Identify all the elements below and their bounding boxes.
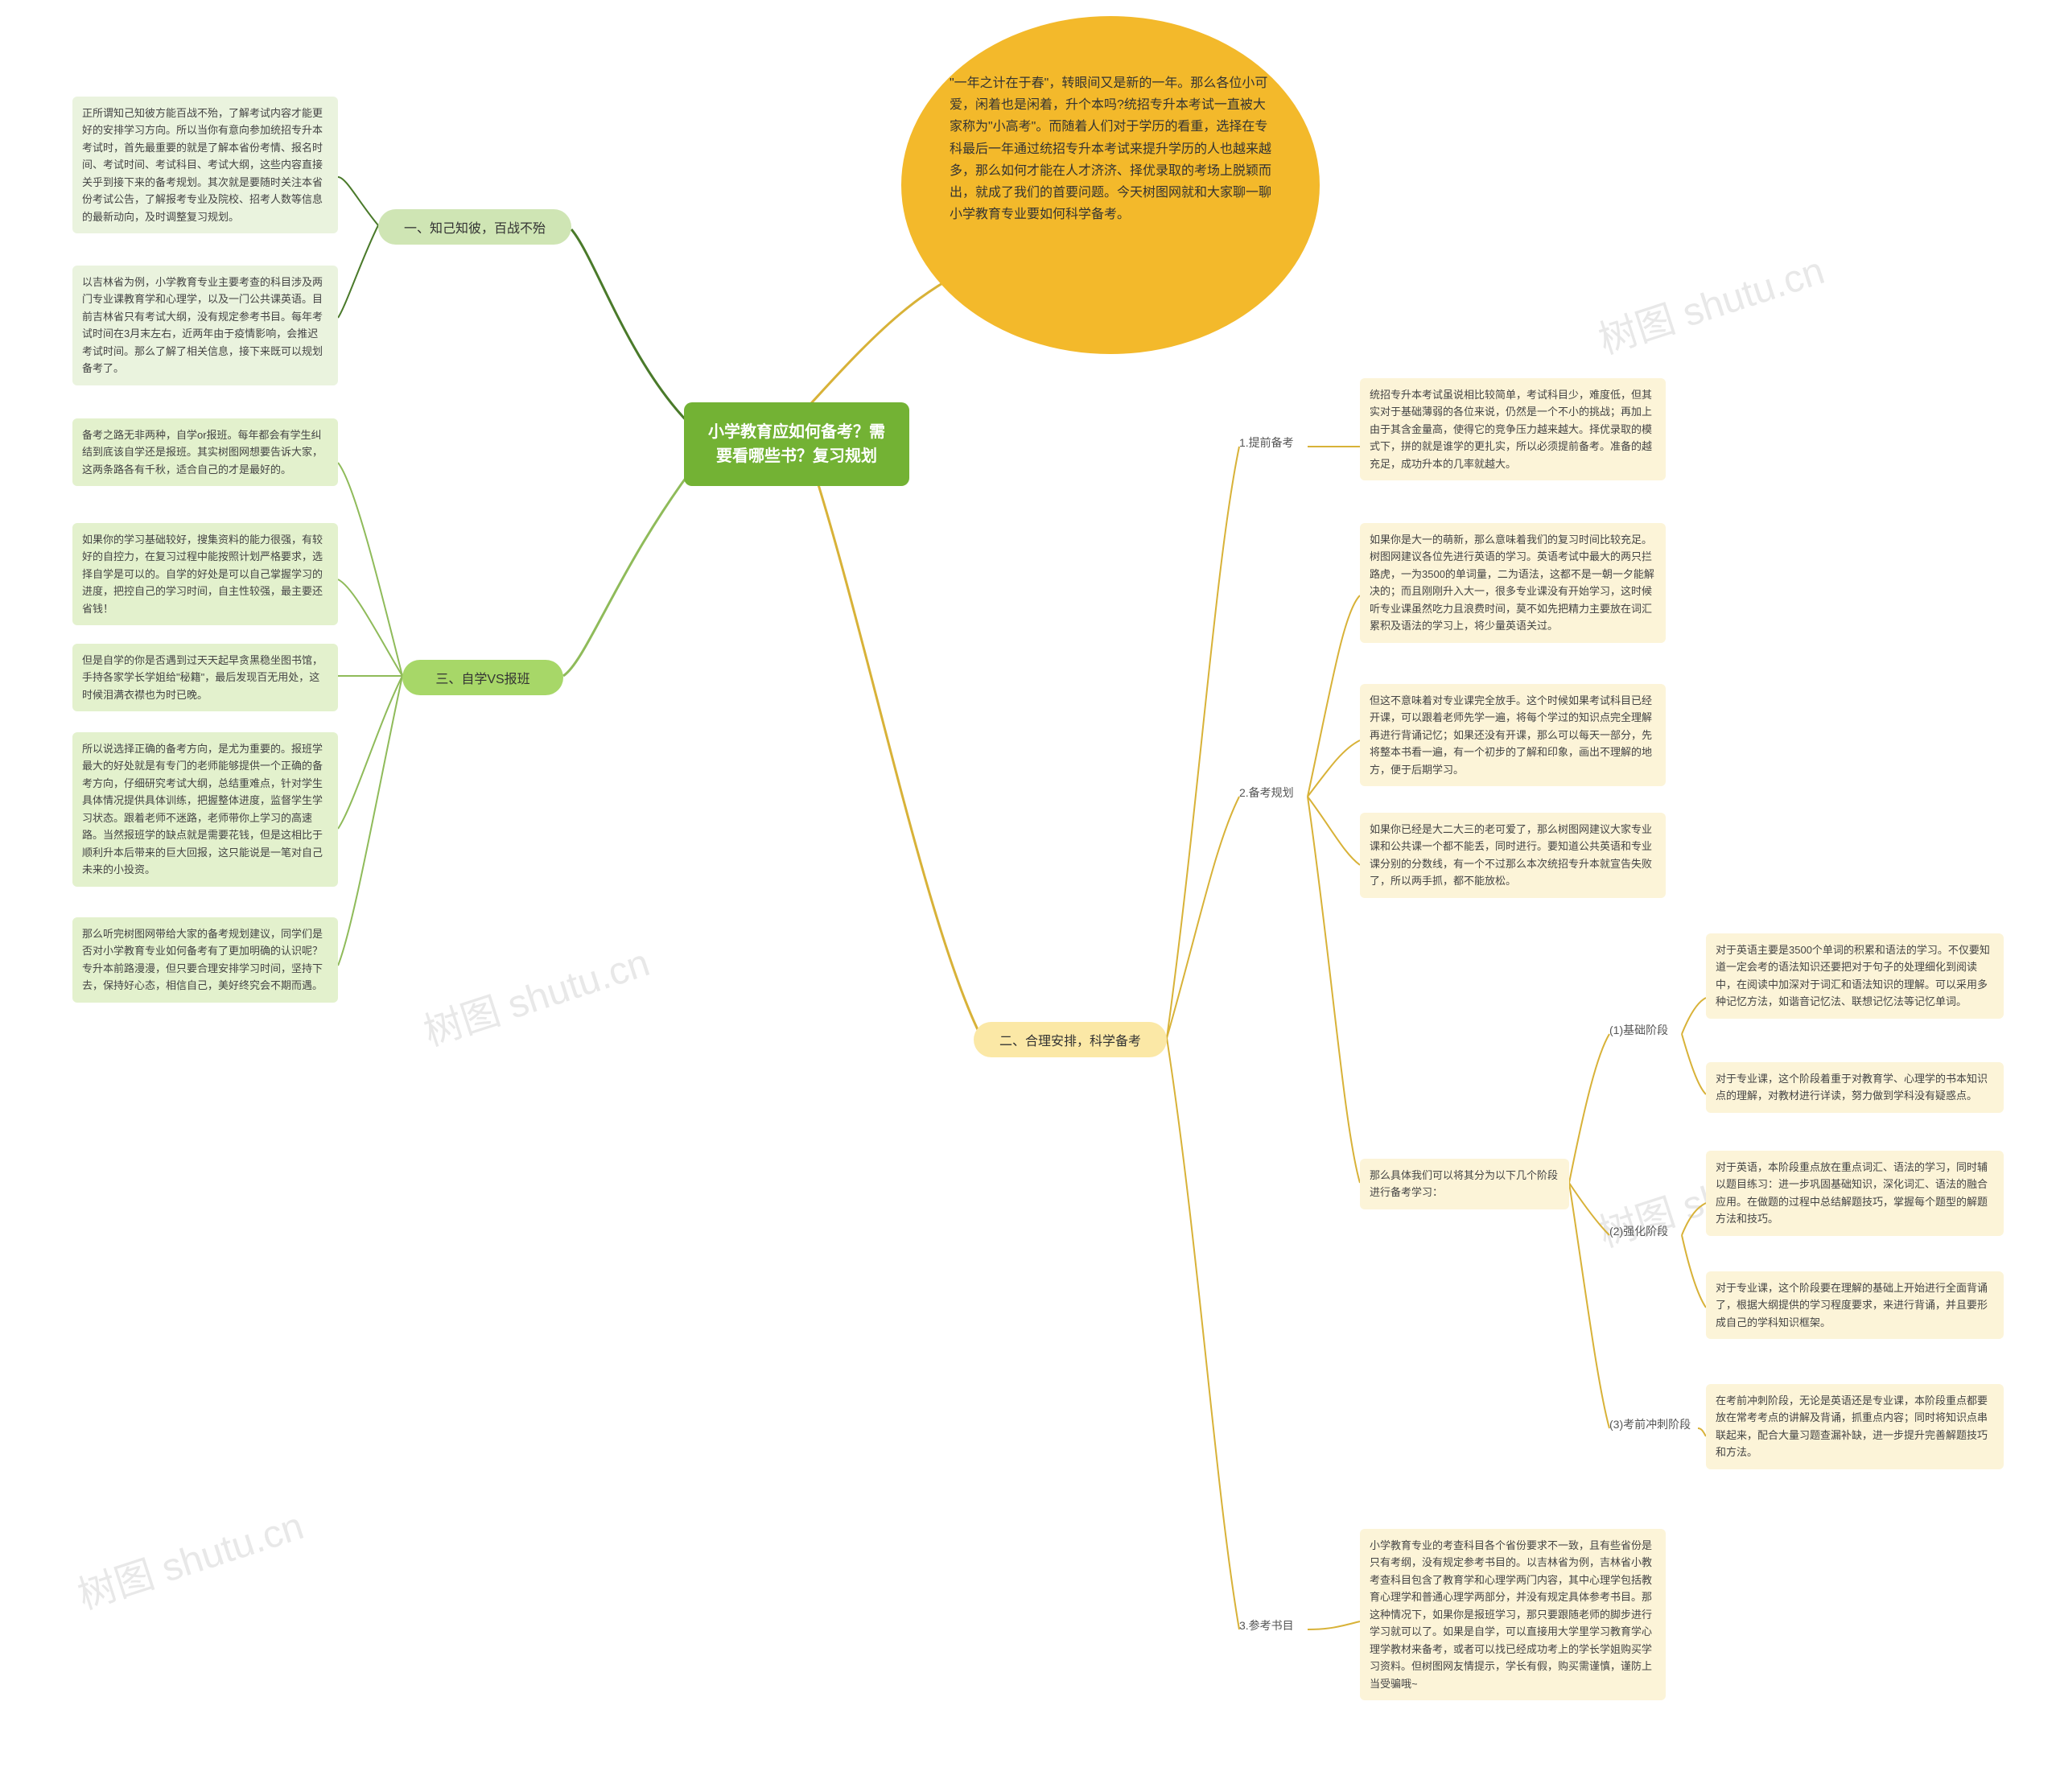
watermark: 树图 shutu.cn	[1590, 239, 1830, 365]
branch-3-leaf: 所以说选择正确的备考方向，是尤为重要的。报班学最大的好处就是有专门的老师能够提供…	[72, 732, 338, 887]
branch-3-leaf: 如果你的学习基础较好，搜集资料的能力很强，有较好的自控力，在复习过程中能按照计划…	[72, 523, 338, 625]
stage-3-leaf: 在考前冲刺阶段，无论是英语还是专业课，本阶段重点都要放在常考考点的讲解及背诵，抓…	[1706, 1384, 2004, 1469]
center-title-line2: 要看哪些书？复习规划	[700, 444, 893, 468]
branch-3-leaf: 那么听完树图网带给大家的备考规划建议，同学们是否对小学教育专业如何备考有了更加明…	[72, 917, 338, 1003]
stage-3-label: (3)考前冲刺阶段	[1609, 1416, 1691, 1432]
branch-1-leaf: 正所谓知己知彼方能百战不殆，了解考试内容才能更好的安排学习方向。所以当你有意向参…	[72, 97, 338, 233]
stage-2-label: (2)强化阶段	[1609, 1223, 1668, 1239]
branch-1-pill: 一、知己知彼，百战不殆	[378, 209, 571, 245]
branch-3-pill: 三、自学VS报班	[402, 660, 563, 695]
branch-2-leaf: 如果你已经是大二大三的老可爱了，那么树图网建议大家专业课和公共课一个都不能丢，同…	[1360, 813, 1666, 898]
branch-2-leaf: 小学教育专业的考查科目各个省份要求不一致，且有些省份是只有考纲，没有规定参考书目…	[1360, 1529, 1666, 1700]
branch-2-leaf: 如果你是大一的萌新，那么意味着我们的复习时间比较充足。树图网建议各位先进行英语的…	[1360, 523, 1666, 643]
watermark: 树图 shutu.cn	[415, 931, 655, 1057]
branch-2-sub-label: 2.备考规划	[1239, 785, 1294, 801]
stage-2-leaf: 对于英语，本阶段重点放在重点词汇、语法的学习，同时辅以题目练习：进一步巩固基础知…	[1706, 1151, 2004, 1236]
stage-1-leaf: 对于专业课，这个阶段着重于对教育学、心理学的书本知识点的理解，对教材进行详读，努…	[1706, 1062, 2004, 1113]
intro-bubble: "一年之计在于春"，转眼间又是新的一年。那么各位小可爱，闲着也是闲着，升个本吗?…	[901, 16, 1320, 354]
branch-2-leaf: 但这不意味着对专业课完全放手。这个时候如果考试科目已经开课，可以跟着老师先学一遍…	[1360, 684, 1666, 786]
stage-1-label: (1)基础阶段	[1609, 1022, 1668, 1038]
mindmap-canvas: 树图 shutu.cn 树图 shutu.cn 树图 shutu.cn 树图 s…	[0, 0, 2060, 1792]
branch-1-leaf: 以吉林省为例，小学教育专业主要考查的科目涉及两门专业课教育学和心理学，以及一门公…	[72, 266, 338, 385]
stage-1-leaf: 对于英语主要是3500个单词的积累和语法的学习。不仅要知道一定会考的语法知识还要…	[1706, 933, 2004, 1019]
intro-text: "一年之计在于春"，转眼间又是新的一年。那么各位小可爱，闲着也是闲着，升个本吗?…	[950, 76, 1271, 221]
stage-2-leaf: 对于专业课，这个阶段要在理解的基础上开始进行全面背诵了，根据大纲提供的学习程度要…	[1706, 1271, 2004, 1339]
center-title-line1: 小学教育应如何备考？需	[700, 420, 893, 444]
branch-2-sub-label: 3.参考书目	[1239, 1617, 1294, 1633]
branch-2-leaf-stage-intro: 那么具体我们可以将其分为以下几个阶段进行备考学习：	[1360, 1159, 1569, 1209]
branch-3-leaf: 但是自学的你是否遇到过天天起早贪黑稳坐图书馆，手持各家学长学姐给"秘籍"，最后发…	[72, 644, 338, 711]
branch-2-pill: 二、合理安排，科学备考	[974, 1022, 1167, 1057]
watermark: 树图 shutu.cn	[69, 1494, 309, 1620]
branch-2-sub-label: 1.提前备考	[1239, 435, 1294, 451]
branch-2-leaf: 统招专升本考试虽说相比较简单，考试科目少，难度低，但其实对于基础薄弱的各位来说，…	[1360, 378, 1666, 480]
branch-3-leaf: 备考之路无非两种，自学or报班。每年都会有学生纠结到底该自学还是报班。其实树图网…	[72, 418, 338, 486]
center-node: 小学教育应如何备考？需 要看哪些书？复习规划	[684, 402, 909, 486]
